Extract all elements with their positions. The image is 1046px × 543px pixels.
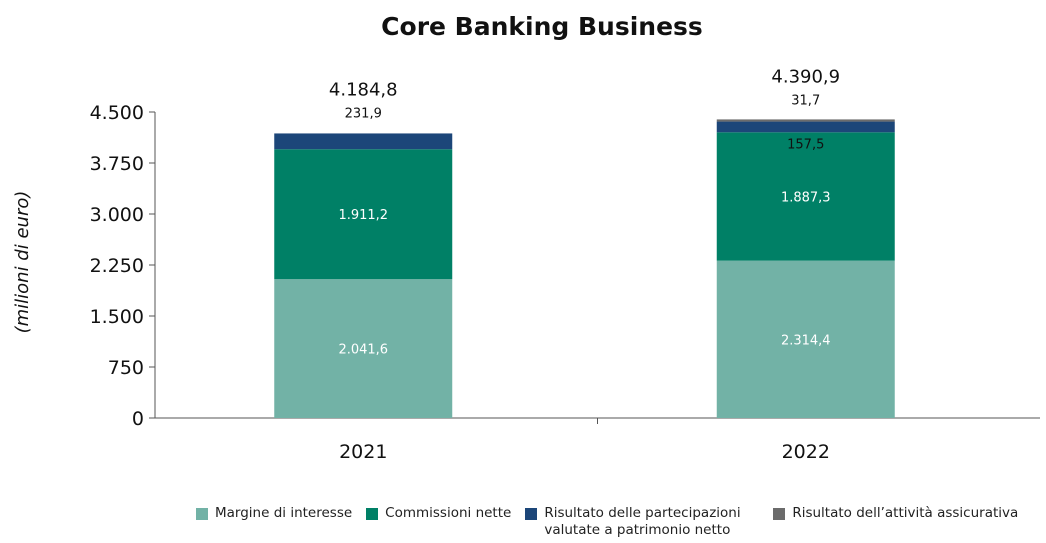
y-tick-label: 2.250 [90, 255, 144, 277]
y-tick-label: 750 [108, 357, 144, 379]
legend-swatch-commissioni [366, 508, 379, 520]
legend-item-partecipazioni: Risultato delle partecipazioni valutate … [525, 505, 759, 539]
legend-label-margine: Margine di interesse [215, 505, 353, 521]
total-label: 4.390,9 [771, 66, 840, 87]
x-tick-label: 2022 [782, 441, 830, 463]
y-tick-label: 3.000 [90, 204, 144, 226]
bar-segment [274, 279, 453, 418]
data-label: 1.911,2 [338, 208, 388, 223]
y-tick-label: 4.500 [90, 102, 144, 124]
data-label: 31,7 [791, 93, 820, 108]
legend-swatch-assicurativa [773, 508, 786, 520]
data-label: 2.041,6 [338, 343, 388, 358]
bar-segment [716, 121, 895, 133]
legend-item-margine: Margine di interesse [196, 505, 352, 522]
bar-segment [716, 132, 895, 261]
data-label: 1.887,3 [781, 190, 831, 205]
y-tick-label: 3.750 [90, 153, 144, 175]
total-label: 4.184,8 [329, 79, 398, 100]
legend-label-partecipazioni: Risultato delle partecipazioni valutate … [544, 505, 741, 538]
bar-segment [274, 149, 453, 280]
chart-legend: Margine di interesse Commissioni nette R… [196, 505, 1032, 539]
chart-plot: 0 750 1.500 2.250 3.000 3.750 4.500 (milioni di… [12, 66, 1040, 463]
bar-segment [716, 119, 895, 122]
legend-item-commissioni: Commissioni nette [366, 505, 511, 522]
data-label: 231,9 [345, 106, 382, 121]
legend-swatch-margine [196, 508, 208, 520]
bar-segment [274, 133, 453, 150]
y-tick-label: 0 [132, 408, 144, 430]
data-label: 2.314,4 [781, 333, 831, 348]
legend-item-assicurativa: Risultato dell’attività assicurativa [773, 505, 1018, 522]
chart-title: Core Banking Business [381, 12, 703, 41]
y-axis-label: (milioni di euro) [12, 191, 33, 334]
legend-swatch-partecipazioni [525, 508, 538, 520]
y-tick-label: 1.500 [90, 306, 144, 328]
legend-label-assicurativa: Risultato dell’attività assicurativa [792, 505, 1019, 521]
bar-segment [716, 260, 895, 418]
x-tick-label: 2021 [339, 441, 387, 463]
data-label: 157,5 [787, 137, 824, 152]
legend-label-commissioni: Commissioni nette [385, 505, 512, 521]
